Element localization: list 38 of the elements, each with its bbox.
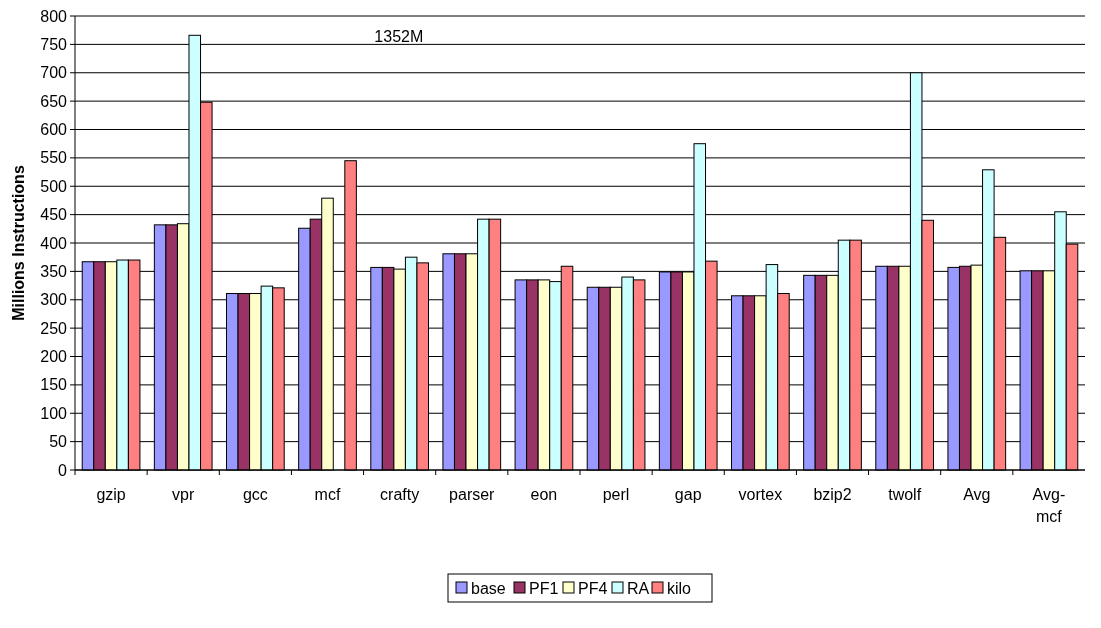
y-tick-label: 700: [40, 64, 68, 82]
legend-label: RA: [627, 579, 650, 597]
y-tick-label: 600: [40, 121, 68, 139]
x-tick-label: crafty: [380, 486, 420, 503]
legend-label: PF1: [529, 579, 559, 597]
y-tick-label: 450: [40, 206, 68, 224]
x-tick-label: gzip: [96, 486, 126, 503]
x-tick-label: twolf: [888, 486, 922, 503]
y-tick-label: 350: [40, 262, 68, 280]
x-tick-label: vortex: [738, 486, 783, 503]
y-tick-label: 500: [40, 177, 68, 195]
x-tick-label: bzip2: [813, 486, 852, 503]
y-tick-label: 550: [40, 149, 68, 167]
x-tick-label: Avg-mcf: [1032, 486, 1066, 525]
y-axis-title: Millions Instructions: [10, 165, 27, 321]
x-tick-label: mcf: [314, 486, 341, 503]
x-tick-label: gap: [674, 486, 702, 503]
y-tick-label: 200: [40, 348, 68, 366]
x-tick-label: gcc: [242, 486, 268, 503]
x-tick-label: perl: [602, 486, 630, 503]
y-tick-label: 0: [58, 461, 68, 479]
y-tick-label: 150: [40, 376, 68, 394]
y-tick-label: 50: [49, 433, 68, 451]
legend-label: PF4: [578, 579, 608, 597]
y-tick-label: 300: [40, 291, 68, 309]
x-tick-label: vpr: [172, 486, 195, 503]
x-tick-label: Avg: [963, 486, 991, 503]
y-tick-label: 250: [40, 319, 68, 337]
legend-label: base: [471, 579, 506, 597]
x-tick-label: eon: [530, 486, 558, 503]
y-tick-label: 400: [40, 234, 68, 252]
y-tick-label: 800: [40, 7, 68, 25]
legend-label: kilo: [667, 579, 692, 597]
y-tick-label: 750: [40, 35, 68, 53]
annotation: 1352M: [374, 28, 424, 45]
x-tick-label: parser: [449, 486, 496, 503]
y-tick-label: 100: [40, 404, 68, 422]
y-tick-label: 650: [40, 92, 68, 110]
